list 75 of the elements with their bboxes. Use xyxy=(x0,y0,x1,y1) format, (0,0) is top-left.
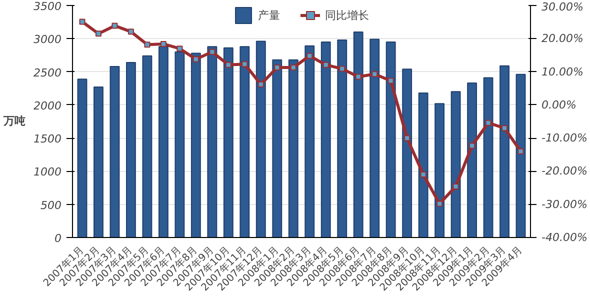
point xyxy=(192,56,199,62)
point xyxy=(469,142,476,149)
point xyxy=(79,18,86,25)
bar xyxy=(158,46,168,238)
point xyxy=(242,61,248,68)
bar xyxy=(256,40,266,238)
bar xyxy=(110,66,120,238)
bar xyxy=(402,68,412,238)
bar xyxy=(240,46,250,238)
point xyxy=(225,62,232,68)
y2-tick-label: 30.00% xyxy=(542,0,584,14)
y-tick-label: 1000 xyxy=(34,166,62,179)
y2-tick-label: -10.00% xyxy=(542,132,588,145)
point xyxy=(339,66,346,72)
y-tick-label: 1500 xyxy=(34,132,62,146)
y2-tick-label: 0.00% xyxy=(542,98,576,112)
point xyxy=(502,125,508,132)
bar xyxy=(207,46,218,238)
bar xyxy=(190,52,201,238)
point xyxy=(355,74,362,80)
bar xyxy=(272,59,282,238)
bar xyxy=(288,59,298,238)
y2-tick-label: -30.00% xyxy=(542,198,588,211)
point xyxy=(144,42,150,48)
point xyxy=(274,64,280,70)
point xyxy=(306,52,313,59)
point xyxy=(112,22,118,29)
bar xyxy=(126,62,136,238)
y2-tick-label: -40.00% xyxy=(542,231,588,244)
y-tick-label: 2500 xyxy=(34,66,62,80)
point xyxy=(436,200,443,207)
point xyxy=(420,172,426,178)
point xyxy=(518,148,524,154)
bar xyxy=(483,77,494,238)
point xyxy=(388,78,394,84)
point xyxy=(258,81,264,88)
point xyxy=(485,120,492,126)
bar xyxy=(174,51,185,238)
bar xyxy=(77,78,88,238)
bar xyxy=(434,103,445,238)
bar xyxy=(223,47,234,238)
y-tick-label: 3000 xyxy=(34,33,62,46)
legend-label: 产量 xyxy=(258,8,280,22)
y2-tick-label: 20.00% xyxy=(542,32,584,46)
point xyxy=(452,183,459,190)
y-tick-label: 0 xyxy=(54,232,62,245)
y-tick-label: 2000 xyxy=(34,99,62,112)
point xyxy=(404,135,410,142)
bar xyxy=(353,32,364,238)
bar xyxy=(94,86,104,238)
point xyxy=(290,64,296,70)
bar xyxy=(418,92,428,238)
y2-tick-label: 10.00% xyxy=(542,65,584,78)
bar xyxy=(304,45,315,238)
point xyxy=(372,71,378,78)
bar xyxy=(516,74,526,238)
point xyxy=(209,48,216,55)
legend-label: 同比增长 xyxy=(325,8,369,22)
bar xyxy=(450,91,461,238)
y2-tick-label: -20.00% xyxy=(542,164,588,178)
bar xyxy=(370,38,380,238)
bar xyxy=(467,82,477,238)
point xyxy=(322,62,329,68)
bar xyxy=(320,41,331,238)
y-axis-title: 万吨 xyxy=(2,114,26,128)
y-tick-label: 3500 xyxy=(34,0,62,13)
bar xyxy=(337,39,348,238)
bar xyxy=(500,65,510,238)
bar xyxy=(142,55,152,238)
point xyxy=(160,40,166,47)
bar xyxy=(386,41,396,238)
point xyxy=(95,30,102,37)
y-tick-label: 500 xyxy=(40,198,62,212)
point xyxy=(128,28,134,35)
point xyxy=(176,46,183,52)
